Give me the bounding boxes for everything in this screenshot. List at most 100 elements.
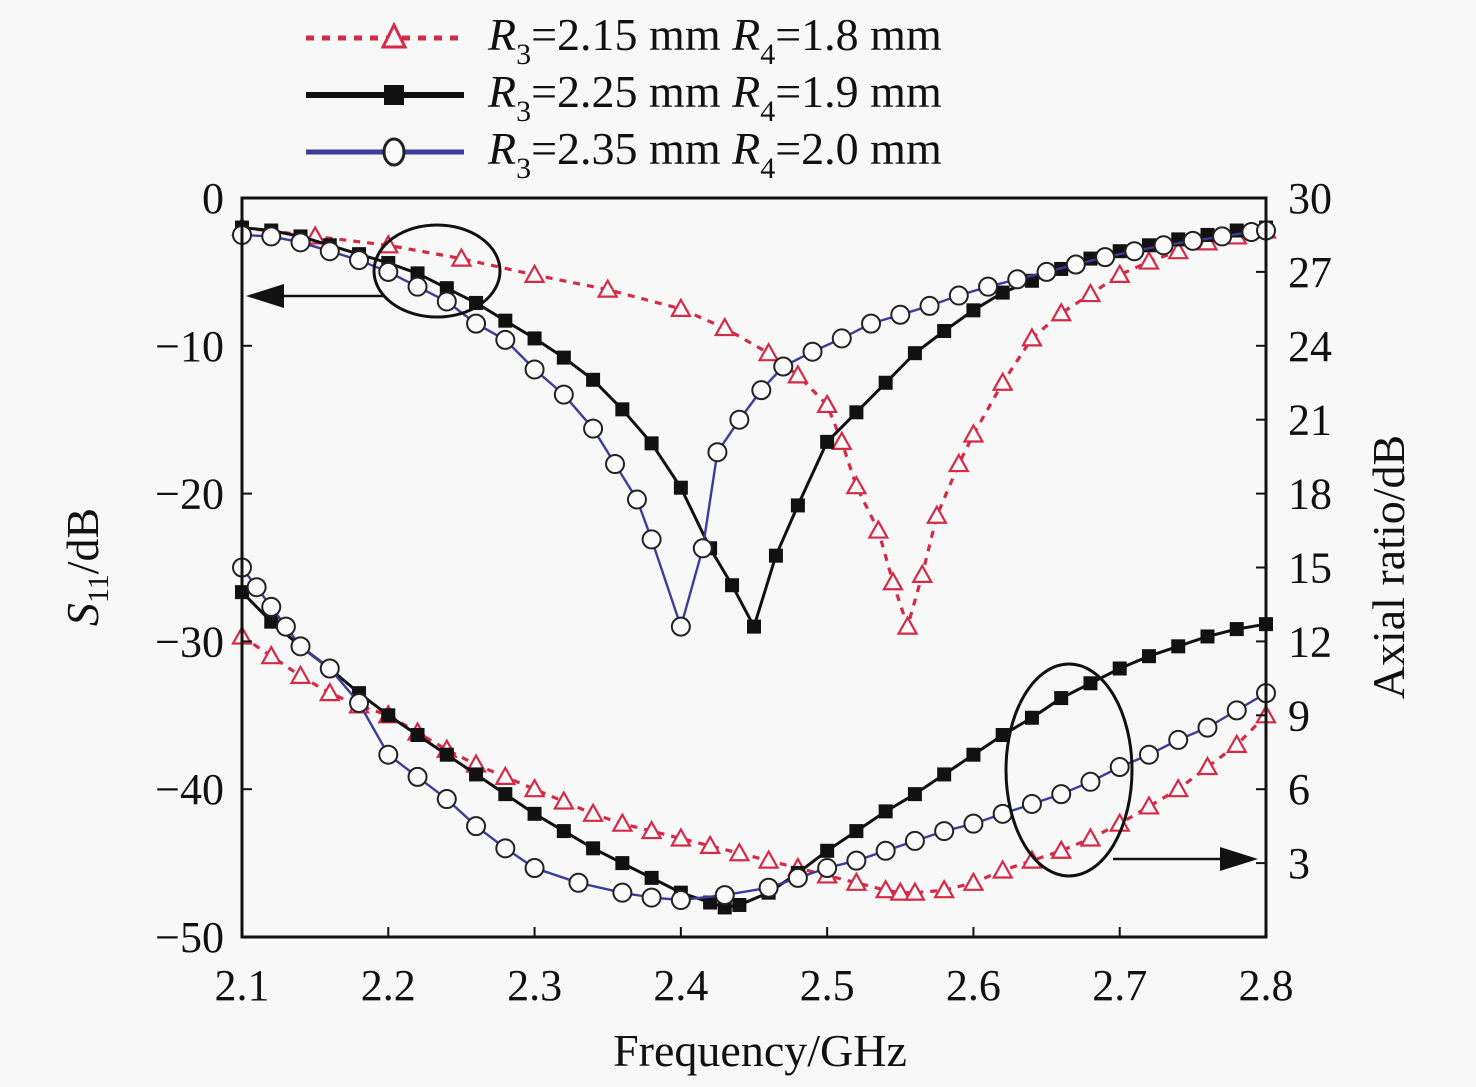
ar-point — [568, 872, 589, 893]
legend-circle-marker — [382, 137, 406, 167]
x-tick-label: 2.5 — [800, 961, 855, 1010]
s11-point — [498, 313, 513, 328]
s11-point — [673, 480, 688, 495]
ar-point — [904, 830, 925, 851]
ar-point — [318, 681, 341, 702]
ar-point — [874, 878, 897, 899]
ar-point — [469, 767, 484, 782]
s11-point — [937, 324, 952, 339]
s11-point — [802, 341, 823, 362]
s11-point — [773, 356, 794, 377]
ar-point — [1112, 661, 1127, 676]
ar-point — [523, 777, 546, 798]
ar-point — [586, 841, 601, 856]
ar-point — [1050, 839, 1073, 859]
ar-point — [407, 766, 428, 787]
ar-point — [1080, 771, 1101, 792]
plot-series — [231, 216, 1277, 915]
s11-point — [830, 430, 853, 450]
ar-point — [494, 765, 517, 785]
s11-point — [907, 346, 922, 361]
ar-point — [991, 859, 1014, 879]
y-right-tick-label: 18 — [1288, 470, 1332, 519]
series-triangle — [231, 216, 1277, 901]
ar-point — [640, 819, 663, 840]
s11-point — [1065, 254, 1086, 275]
s11-point — [948, 285, 969, 306]
s11-point — [725, 578, 740, 593]
s11-point — [896, 615, 919, 635]
s11-line — [241, 226, 1267, 633]
ar-point — [1079, 827, 1102, 847]
ar-point — [728, 842, 751, 862]
y-right-tick-label: 12 — [1288, 617, 1332, 666]
ar-point — [436, 789, 457, 810]
y-right-tick-label: 27 — [1288, 248, 1332, 297]
s11-point — [1079, 282, 1102, 303]
ar-point — [878, 804, 893, 819]
ar-point — [703, 895, 718, 910]
s11-point — [882, 571, 904, 591]
s11-point — [1021, 327, 1043, 347]
ar-point — [670, 890, 691, 911]
ar-point — [1229, 622, 1244, 637]
ar-point — [1225, 733, 1248, 753]
s11-point — [290, 232, 311, 253]
s11-point — [751, 380, 772, 401]
ar-point — [1196, 755, 1219, 776]
ar-point — [261, 596, 282, 617]
y-left-axis-label: S11/dB — [57, 508, 115, 626]
s11-point — [439, 281, 454, 296]
s11-point — [641, 529, 662, 550]
s11-point — [867, 519, 890, 539]
x-tick-label: 2.1 — [215, 961, 270, 1010]
s11-point — [1153, 235, 1174, 256]
ar-point — [495, 838, 516, 859]
y-right-axis-label: Axial ratio/dB — [1363, 435, 1414, 699]
ar-point — [1167, 777, 1190, 798]
legend: R3=2.15 mm R4=1.8 mm R3=2.25 mm R4=1.9 m… — [306, 9, 942, 185]
s11-point — [845, 474, 868, 495]
s11-point — [995, 285, 1010, 300]
ar-point — [845, 871, 868, 891]
s11-point — [1124, 241, 1145, 262]
s11-point — [947, 452, 970, 473]
ar-point — [319, 658, 340, 679]
y-right-tick-label: 6 — [1288, 765, 1310, 814]
ar-point — [378, 744, 399, 765]
y-right-tick-label: 15 — [1288, 544, 1332, 593]
ar-point — [556, 824, 571, 839]
x-axis-label: Frequency/GHz — [613, 1025, 907, 1076]
ar-point — [290, 636, 311, 657]
ar-point — [907, 787, 922, 802]
s11-point — [410, 266, 425, 281]
ar-point — [582, 802, 604, 822]
y-left-axis-title: S11/dB — [57, 508, 115, 626]
ar-point — [615, 856, 630, 871]
x-tick-label: 2.6 — [946, 961, 1001, 1010]
ar-point — [1021, 793, 1042, 814]
s11-point — [615, 402, 630, 417]
x-tick-label: 2.2 — [361, 961, 416, 1010]
ar-point — [1197, 717, 1218, 738]
ar-point — [933, 878, 956, 899]
s11-point — [911, 563, 934, 583]
s11-point — [692, 538, 713, 559]
s11-point — [495, 329, 516, 350]
ar-point — [644, 870, 659, 885]
s11-point — [707, 442, 728, 463]
ar-point — [889, 881, 912, 901]
s11-point — [1007, 269, 1028, 290]
s11-point — [1050, 302, 1073, 322]
ar-point — [527, 806, 542, 821]
axis-ticks: 2.1 2.2 2.3 2.4 2.5 2.6 2.7 2.8 0 −10 −20 −30 −40 −50… — [155, 174, 1332, 1010]
ar-point — [699, 834, 721, 854]
annotation-arrow-left-head — [246, 284, 284, 308]
ar-point — [732, 897, 747, 912]
legend-entry: R3=2.15 mm R4=1.8 mm — [306, 9, 942, 71]
ar-line — [241, 566, 1267, 902]
s11-point — [670, 616, 691, 637]
s11-point — [1095, 247, 1116, 268]
y-left-tick-label: −10 — [155, 322, 224, 371]
